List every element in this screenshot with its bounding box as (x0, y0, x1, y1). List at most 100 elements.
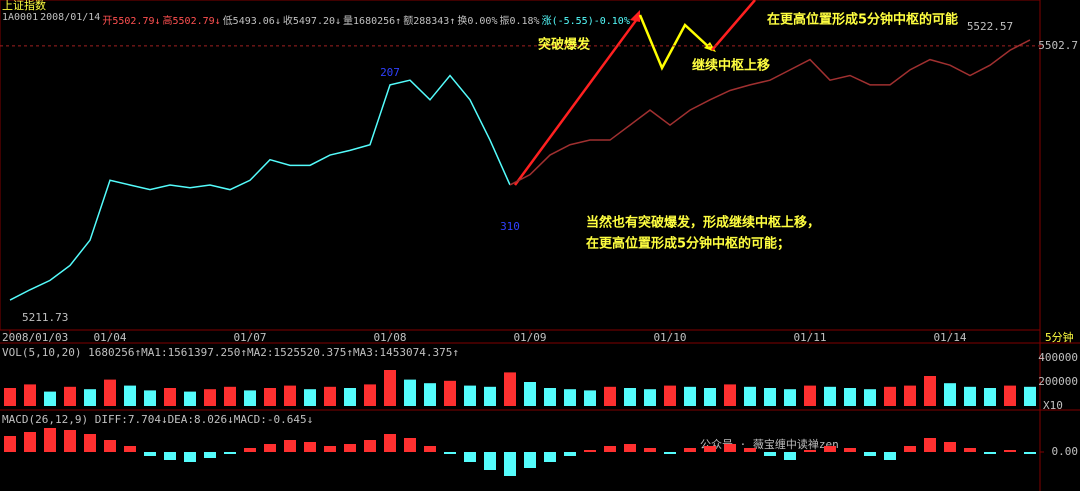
bar (584, 450, 596, 452)
annotation: 在更高位置形成5分钟中枢的可能； (586, 236, 790, 252)
bar (364, 440, 376, 452)
bar (924, 376, 936, 406)
bar (624, 444, 636, 452)
y-tick-label: 5502.7 (1038, 39, 1078, 52)
bar (524, 382, 536, 406)
x-tick-label: 2008/01/03 (2, 331, 68, 344)
annotation: 在更高位置形成5分钟中枢的可能 (767, 12, 958, 28)
bar (584, 390, 596, 406)
bar (444, 452, 456, 454)
bar (424, 446, 436, 452)
bar (944, 383, 956, 406)
bar (224, 386, 236, 406)
bar (824, 386, 836, 406)
annotation: 突破爆发 (538, 37, 591, 53)
bar (284, 385, 296, 406)
bar (764, 452, 776, 456)
point-label: 5522.57 (967, 20, 1013, 33)
bar (1004, 385, 1016, 406)
bar (904, 385, 916, 406)
bar (84, 389, 96, 406)
bar (564, 452, 576, 456)
bar (444, 380, 456, 406)
bar (64, 430, 76, 452)
bar (724, 384, 736, 406)
bar (804, 450, 816, 452)
point-label: 207 (380, 66, 400, 79)
bar (504, 452, 516, 476)
price-frame (0, 0, 1041, 331)
quote-field: 振0.18% (499, 16, 540, 27)
arrow (513, 14, 642, 186)
bar (684, 386, 696, 406)
bar (844, 448, 856, 452)
bar (484, 386, 496, 406)
panel-title: VOL(5,10,20) 1680256↑MA1:1561397.250↑MA2… (2, 346, 459, 359)
bar (304, 389, 316, 406)
x-tick-label: 01/14 (933, 331, 966, 344)
x-unit: 5分钟 (1045, 330, 1074, 344)
bar (324, 446, 336, 452)
bar (844, 388, 856, 406)
bar (704, 388, 716, 406)
bar (544, 452, 556, 462)
bar (804, 385, 816, 406)
bar (204, 389, 216, 406)
bar (824, 446, 836, 452)
bar (164, 452, 176, 460)
bar (4, 436, 16, 452)
bar (344, 388, 356, 406)
bar (144, 390, 156, 406)
bar (624, 388, 636, 406)
bar (1004, 450, 1016, 452)
bar (684, 448, 696, 452)
bar (44, 428, 56, 452)
bar (144, 452, 156, 456)
bar (424, 383, 436, 406)
bar (124, 446, 136, 452)
bar (704, 446, 716, 452)
panel-title: MACD(26,12,9) DIFF:7.704↓DEA:8.026↓MACD:… (2, 413, 313, 426)
bar (184, 452, 196, 462)
bar (284, 440, 296, 452)
bar (784, 389, 796, 406)
bar (224, 452, 236, 454)
bar (664, 452, 676, 454)
bar (924, 438, 936, 452)
x-tick-label: 01/10 (653, 331, 686, 344)
bar (504, 372, 516, 406)
bar (404, 379, 416, 406)
quote-field: 开5502.79↓ (102, 16, 161, 27)
bar (764, 388, 776, 406)
chart-title: 上证指数 (2, 0, 46, 12)
x-tick-label: 01/08 (373, 331, 406, 344)
x-tick-label: 01/09 (513, 331, 546, 344)
bar (324, 386, 336, 406)
bar (304, 442, 316, 452)
bar (644, 389, 656, 406)
bar (964, 448, 976, 452)
bar (64, 386, 76, 406)
bar (244, 448, 256, 452)
bar (1024, 452, 1036, 454)
bar (1024, 386, 1036, 406)
zigzag (638, 14, 713, 71)
bar (24, 384, 36, 406)
bar (944, 442, 956, 452)
quote-field: 涨(-5.55)-0.10% (541, 16, 630, 27)
bar (884, 452, 896, 460)
bar (884, 386, 896, 406)
bar (44, 391, 56, 406)
bar (904, 446, 916, 452)
quote-field: 收5497.20↓ (282, 16, 342, 27)
x-tick-label: 01/07 (233, 331, 266, 344)
annotation: 当然也有突破爆发，形成继续中枢上移， (586, 215, 820, 231)
bar (464, 452, 476, 462)
annotation: 继续中枢上移 (692, 58, 770, 74)
bar (784, 452, 796, 460)
x-tick-label: 01/11 (793, 331, 826, 344)
bar (984, 452, 996, 454)
x-tick-label: 01/04 (93, 331, 126, 344)
